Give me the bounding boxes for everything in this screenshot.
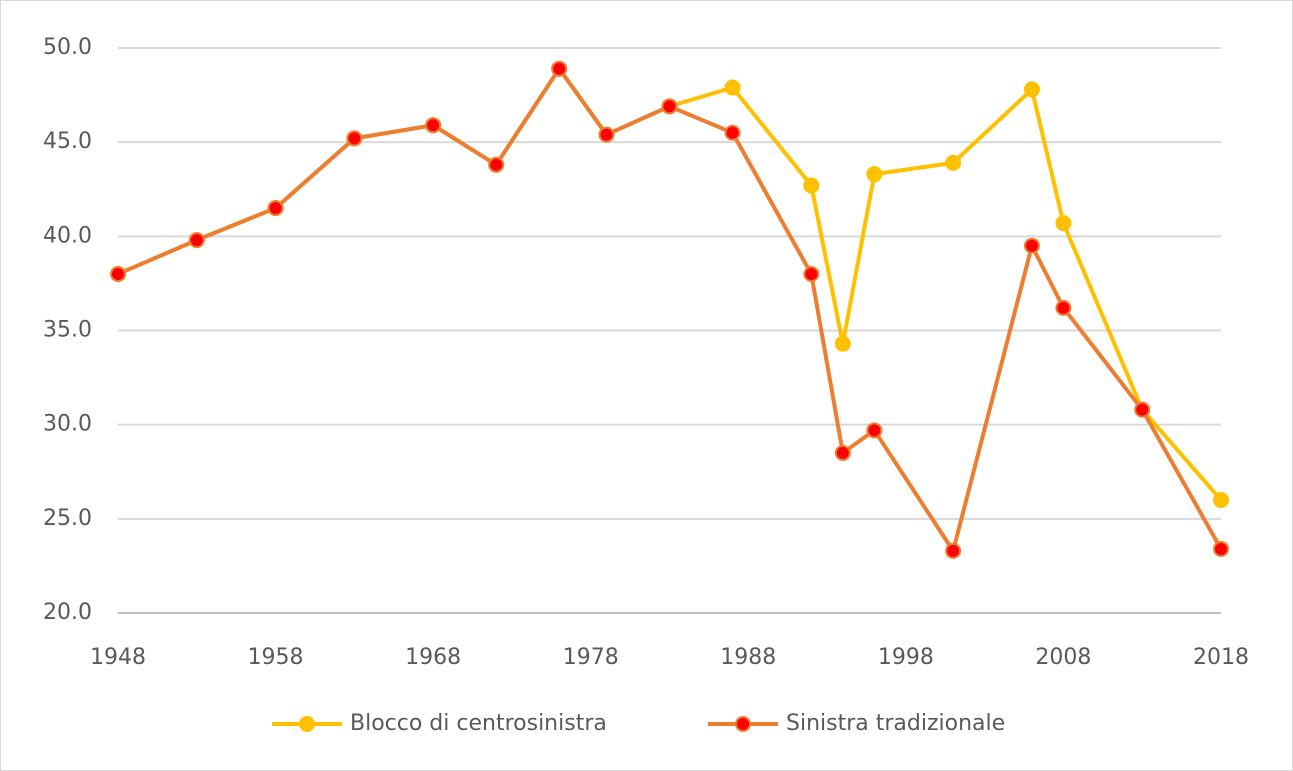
y-tick-label: 45.0 <box>43 129 92 154</box>
point <box>866 422 883 439</box>
point <box>425 117 442 134</box>
point <box>1055 215 1072 232</box>
point <box>1213 540 1229 557</box>
y-tick-label: 40.0 <box>43 223 92 248</box>
point <box>866 166 883 183</box>
y-tick-label: 30.0 <box>43 412 92 437</box>
point <box>1023 237 1040 254</box>
point <box>1213 492 1229 508</box>
series-line <box>117 66 1223 553</box>
point <box>724 124 741 141</box>
point <box>110 266 126 282</box>
y-tick-label: 35.0 <box>43 318 92 343</box>
legend-marker <box>299 716 315 732</box>
point <box>1134 401 1151 418</box>
x-tick-label: 2018 <box>1193 645 1249 670</box>
point <box>1055 299 1072 316</box>
point <box>267 200 284 217</box>
point <box>661 98 678 115</box>
y-tick-label: 25.0 <box>43 506 92 531</box>
point <box>834 444 851 461</box>
x-tick-label: 1958 <box>248 645 304 670</box>
point <box>724 79 741 96</box>
legend-label: Sinistra tradizionale <box>786 711 1005 736</box>
x-tick-label: 1988 <box>720 645 776 670</box>
x-tick-label: 1978 <box>563 645 619 670</box>
point <box>834 335 851 352</box>
x-tick-label: 1948 <box>90 645 146 670</box>
point <box>803 177 820 194</box>
x-tick-label: 1968 <box>405 645 461 670</box>
point <box>598 126 615 143</box>
y-tick-label: 20.0 <box>43 600 92 625</box>
point <box>803 266 820 282</box>
y-tick-label: 50.0 <box>43 35 92 60</box>
point <box>945 542 962 559</box>
point <box>1023 81 1040 98</box>
legend-label: Blocco di centrosinistra <box>350 711 607 736</box>
point <box>488 156 505 173</box>
point <box>945 154 962 171</box>
point <box>188 232 205 249</box>
legend-marker <box>735 716 751 732</box>
point <box>551 60 568 77</box>
point <box>346 130 363 147</box>
x-tick-label: 2008 <box>1035 645 1091 670</box>
x-tick-label: 1998 <box>878 645 934 670</box>
